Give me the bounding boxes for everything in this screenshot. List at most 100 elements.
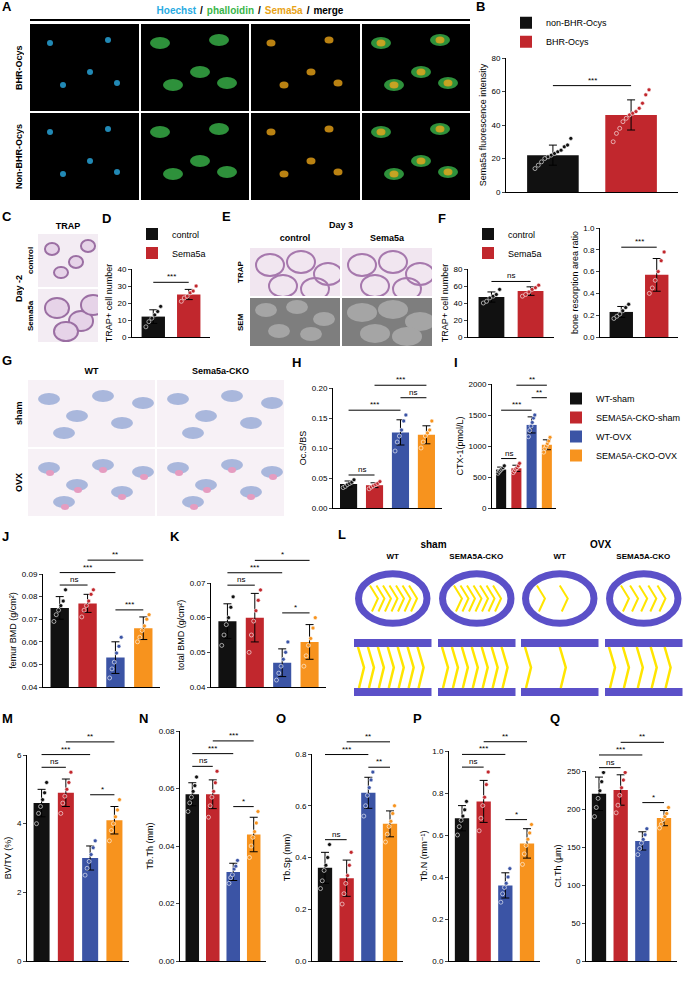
svg-text:0.0: 0.0: [432, 957, 444, 966]
svg-text:0.8: 0.8: [432, 789, 444, 798]
svg-text:ns: ns: [507, 271, 515, 280]
svg-text:0.02: 0.02: [159, 899, 175, 908]
svg-text:**: **: [639, 732, 645, 741]
svg-text:ns: ns: [237, 575, 245, 584]
svg-text:20: 20: [453, 316, 462, 325]
svg-text:40: 40: [453, 299, 462, 308]
svg-text:200: 200: [567, 805, 581, 814]
svg-text:*: *: [101, 785, 104, 794]
svg-text:0.0: 0.0: [295, 957, 307, 966]
svg-text:500: 500: [473, 473, 487, 482]
svg-text:0: 0: [496, 188, 501, 197]
svg-text:80: 80: [491, 54, 500, 63]
svg-text:**: **: [502, 732, 508, 741]
svg-text:CTX-1(pmol/L): CTX-1(pmol/L): [455, 416, 465, 475]
svg-text:BHR-Ocys: BHR-Ocys: [546, 37, 589, 47]
svg-text:ns: ns: [199, 756, 207, 765]
svg-text:0: 0: [458, 333, 463, 342]
svg-text:Tb.Sp (mm): Tb.Sp (mm): [282, 834, 292, 882]
svg-text:0.4: 0.4: [432, 873, 444, 882]
svg-text:2: 2: [17, 888, 22, 897]
svg-text:80: 80: [453, 265, 462, 274]
svg-text:0.00: 0.00: [312, 504, 328, 513]
svg-text:0.04: 0.04: [159, 842, 175, 851]
svg-text:60: 60: [491, 87, 500, 96]
svg-text:***: ***: [588, 76, 597, 85]
svg-text:0.6: 0.6: [295, 802, 307, 811]
svg-text:**: **: [365, 732, 371, 741]
svg-text:0.09: 0.09: [22, 570, 38, 579]
svg-text:*: *: [242, 797, 245, 806]
svg-text:***: ***: [250, 563, 259, 572]
svg-text:***: ***: [479, 744, 488, 753]
svg-text:**: **: [376, 757, 382, 766]
svg-text:Tb.Th (mm): Tb.Th (mm): [145, 823, 155, 870]
svg-text:0.04: 0.04: [22, 683, 38, 692]
svg-text:0.4: 0.4: [295, 853, 307, 862]
svg-text:Tb.N (mm⁻¹): Tb.N (mm⁻¹): [419, 831, 429, 882]
svg-text:TRAP+ cell number: TRAP+ cell number: [440, 264, 450, 342]
svg-text:WT-OVX: WT-OVX: [596, 432, 632, 442]
svg-text:0.4: 0.4: [583, 289, 595, 298]
svg-text:0.07: 0.07: [22, 615, 38, 624]
svg-text:control: control: [172, 230, 199, 240]
svg-text:bone resorption area ratio: bone resorption area ratio: [570, 231, 580, 334]
svg-text:0.15: 0.15: [312, 414, 328, 423]
svg-text:100: 100: [567, 881, 581, 890]
svg-text:non-BHR-Ocys: non-BHR-Ocys: [546, 18, 607, 28]
svg-text:ns: ns: [469, 757, 477, 766]
svg-text:0: 0: [17, 957, 22, 966]
svg-text:femur BMD (g/cm²): femur BMD (g/cm²): [8, 592, 18, 669]
svg-text:SEMA5A-CKO-sham: SEMA5A-CKO-sham: [596, 413, 680, 423]
svg-text:control: control: [508, 230, 535, 240]
svg-text:0.2: 0.2: [432, 915, 444, 924]
svg-text:Ct.Th (μm): Ct.Th (μm): [553, 844, 563, 887]
svg-text:0.2: 0.2: [583, 311, 595, 320]
svg-text:**: **: [87, 732, 93, 741]
svg-text:0.00: 0.00: [159, 957, 175, 966]
svg-text:***: ***: [61, 745, 70, 754]
svg-text:BV/TV (%): BV/TV (%): [3, 837, 13, 880]
svg-text:WT-sham: WT-sham: [596, 394, 635, 404]
svg-text:10: 10: [117, 316, 126, 325]
svg-text:30: 30: [117, 282, 126, 291]
svg-text:20: 20: [117, 299, 126, 308]
svg-text:0.20: 0.20: [312, 384, 328, 393]
svg-text:0.06: 0.06: [159, 784, 175, 793]
svg-text:***: ***: [229, 731, 238, 740]
svg-text:0.6: 0.6: [432, 831, 444, 840]
svg-text:ns: ns: [358, 465, 366, 474]
svg-text:***: ***: [512, 400, 521, 409]
svg-text:40: 40: [491, 121, 500, 130]
svg-text:**: **: [529, 375, 535, 384]
svg-text:0.6: 0.6: [583, 267, 595, 276]
svg-text:ns: ns: [50, 757, 58, 766]
svg-text:2000: 2000: [469, 380, 487, 389]
svg-text:0.05: 0.05: [190, 648, 206, 657]
svg-text:0: 0: [122, 333, 127, 342]
svg-text:total BMD (g/cm²): total BMD (g/cm²): [176, 600, 186, 671]
svg-text:0: 0: [482, 504, 487, 513]
svg-text:0.06: 0.06: [22, 638, 38, 647]
svg-text:***: ***: [616, 745, 625, 754]
svg-text:60: 60: [453, 282, 462, 291]
svg-text:Sema5a: Sema5a: [508, 249, 542, 259]
svg-text:ns: ns: [332, 830, 340, 839]
svg-text:4: 4: [17, 819, 22, 828]
svg-text:1.0: 1.0: [583, 224, 595, 233]
svg-text:ns: ns: [505, 449, 513, 458]
svg-text:ns: ns: [606, 758, 614, 767]
svg-text:0.2: 0.2: [295, 905, 307, 914]
svg-text:0.10: 0.10: [312, 444, 328, 453]
svg-text:ns: ns: [409, 388, 417, 397]
svg-text:*: *: [294, 603, 297, 612]
svg-text:0.08: 0.08: [159, 727, 175, 736]
svg-text:***: ***: [342, 745, 351, 754]
svg-text:***: ***: [208, 744, 217, 753]
svg-text:0: 0: [576, 957, 581, 966]
svg-text:0.05: 0.05: [22, 660, 38, 669]
svg-text:***: ***: [396, 375, 405, 384]
svg-text:0.0: 0.0: [583, 333, 595, 342]
svg-text:**: **: [112, 550, 118, 559]
svg-text:TRAP+ cell number: TRAP+ cell number: [104, 264, 114, 342]
